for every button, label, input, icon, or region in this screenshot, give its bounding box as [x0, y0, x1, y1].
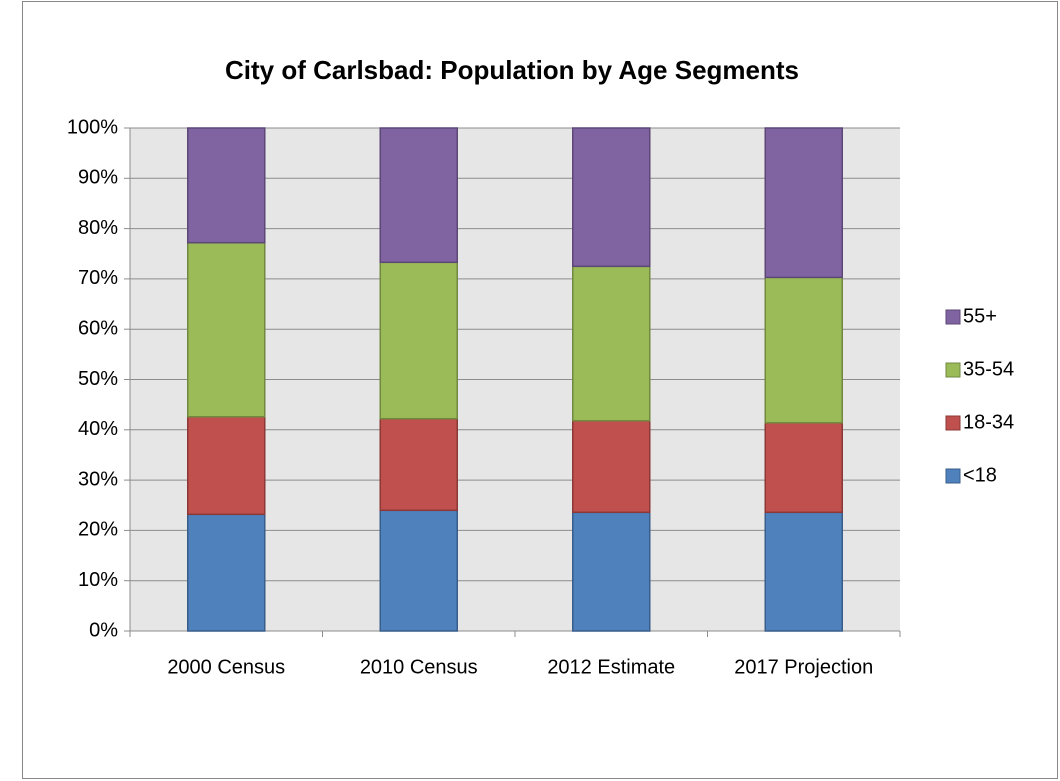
bar-segment [764, 127, 843, 279]
bar-segment [572, 511, 651, 632]
bar-segment [379, 509, 458, 632]
y-tick-label: 40% [78, 418, 118, 440]
legend-swatch [945, 309, 961, 325]
legend-label: 18-34 [963, 411, 1014, 433]
bar-segment [187, 513, 266, 632]
bar-segment [572, 265, 651, 422]
legend-label: 35-54 [963, 358, 1014, 380]
bar-segment [764, 511, 843, 632]
legend-swatch [945, 362, 961, 378]
x-tick-label: 2012 Estimate [547, 656, 675, 678]
y-tick-label: 60% [78, 317, 118, 339]
bar-segment [379, 127, 458, 264]
bar-segment [187, 127, 266, 244]
x-tick-label: 2000 Census [167, 656, 285, 678]
x-tick-label: 2010 Census [360, 656, 478, 678]
legend-swatch [945, 415, 961, 431]
bar-segment [379, 261, 458, 420]
y-tick-label: 10% [78, 569, 118, 591]
bar-segment [187, 415, 266, 516]
y-tick-label: 30% [78, 468, 118, 490]
legend-label: 55+ [963, 305, 997, 327]
y-tick-label: 70% [78, 267, 118, 289]
y-tick-label: 80% [78, 217, 118, 239]
bar-segment [572, 127, 651, 268]
y-tick-label: 20% [78, 519, 118, 541]
y-tick-label: 50% [78, 368, 118, 390]
bar-segment [764, 276, 843, 424]
legend-label: <18 [963, 464, 997, 486]
y-tick-label: 90% [78, 167, 118, 189]
y-tick-label: 100% [67, 116, 118, 138]
bar-segment [187, 241, 266, 418]
bar-segment [379, 417, 458, 512]
bar-segment [764, 422, 843, 514]
x-tick-label: 2017 Projection [734, 656, 873, 678]
y-tick-label: 0% [89, 619, 118, 641]
legend-swatch [945, 468, 961, 484]
chart-title: City of Carlsbad: Population by Age Segm… [225, 55, 799, 85]
bar-segment [572, 419, 651, 514]
